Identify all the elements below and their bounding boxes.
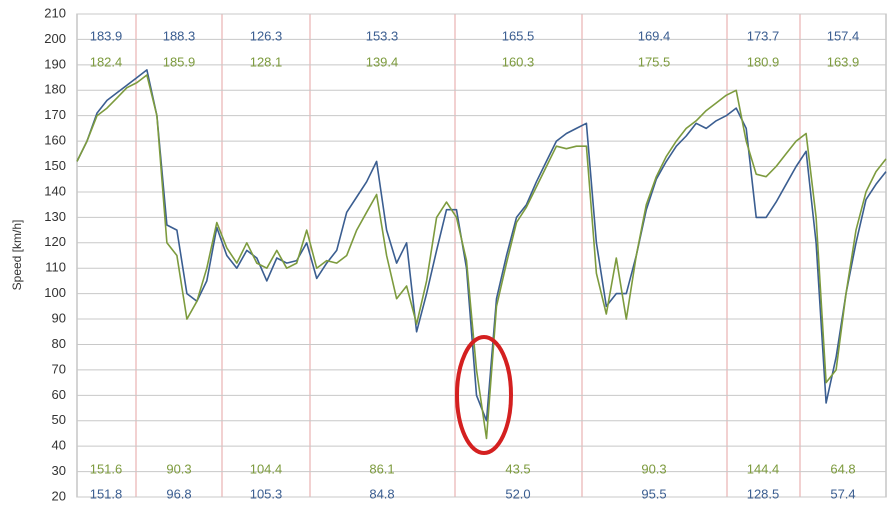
- y-tick-label: 40: [52, 438, 66, 453]
- sector-value: 169.4: [638, 28, 671, 43]
- plot-frame: [76, 13, 887, 498]
- sector-value: 128.5: [747, 486, 780, 501]
- sector-value: 126.3: [250, 28, 283, 43]
- y-tick-label: 90: [52, 310, 66, 325]
- sector-value: 182.4: [90, 54, 123, 69]
- sector-value: 90.3: [641, 461, 666, 476]
- sector-value: 52.0: [505, 486, 530, 501]
- y-tick-label: 210: [44, 5, 66, 20]
- y-tick-label: 100: [44, 285, 66, 300]
- y-tick-label: 70: [52, 361, 66, 376]
- sector-value: 144.4: [747, 461, 780, 476]
- y-tick-label: 190: [44, 56, 66, 71]
- sector-value: 157.4: [827, 28, 860, 43]
- speed-line: [76, 69, 887, 422]
- y-tick-label: 180: [44, 82, 66, 97]
- y-tick-label: 150: [44, 158, 66, 173]
- sector-value: 185.9: [163, 54, 196, 69]
- sector-value: 86.1: [369, 461, 394, 476]
- y-tick-label: 170: [44, 107, 66, 122]
- sector-value: 175.5: [638, 54, 671, 69]
- y-tick-label: 60: [52, 387, 66, 402]
- sector-lines: [135, 14, 801, 497]
- sector-value: 57.4: [830, 486, 855, 501]
- sector-value: 160.3: [502, 54, 535, 69]
- sector-value: 139.4: [366, 54, 399, 69]
- sector-value: 163.9: [827, 54, 860, 69]
- speed-line: [76, 74, 887, 440]
- sector-value: 151.8: [90, 486, 123, 501]
- y-tick-label: 110: [45, 260, 66, 275]
- sector-value: 165.5: [502, 28, 535, 43]
- sector-value: 151.6: [90, 461, 123, 476]
- sector-value: 183.9: [90, 28, 123, 43]
- sector-value: 188.3: [163, 28, 196, 43]
- y-tick-label: 130: [44, 209, 66, 224]
- y-tick-label: 140: [44, 183, 66, 198]
- sector-value: 180.9: [747, 54, 780, 69]
- sector-value: 43.5: [505, 461, 530, 476]
- sector-value: 84.8: [369, 486, 394, 501]
- sector-value: 64.8: [830, 461, 855, 476]
- sector-value: 95.5: [641, 486, 666, 501]
- y-tick-label: 20: [52, 488, 66, 503]
- sector-value: 104.4: [250, 461, 283, 476]
- y-tick-label: 50: [52, 412, 66, 427]
- y-tick-label: 160: [44, 133, 66, 148]
- sector-value: 105.3: [250, 486, 283, 501]
- y-axis-label: Speed [km/h]: [10, 220, 24, 291]
- sector-value: 128.1: [250, 54, 283, 69]
- sector-value: 153.3: [366, 28, 399, 43]
- highlight-ellipse: [455, 335, 513, 455]
- sector-value: 173.7: [747, 28, 780, 43]
- y-tick-label: 30: [52, 463, 66, 478]
- y-tick-label: 80: [52, 336, 66, 351]
- sector-value: 90.3: [166, 461, 191, 476]
- sector-value: 96.8: [166, 486, 191, 501]
- y-tick-label: 120: [44, 234, 66, 249]
- y-tick-label: 200: [44, 31, 66, 46]
